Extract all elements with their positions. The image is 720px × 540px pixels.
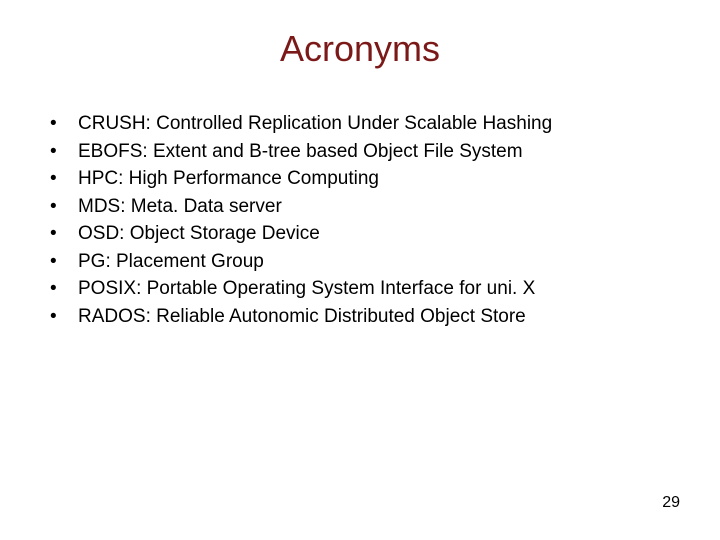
slide-title: Acronyms xyxy=(0,0,720,110)
list-item: CRUSH: Controlled Replication Under Scal… xyxy=(50,110,690,138)
list-item: MDS: Meta. Data server xyxy=(50,193,690,221)
list-item: PG: Placement Group xyxy=(50,248,690,276)
acronym-list: CRUSH: Controlled Replication Under Scal… xyxy=(0,110,720,330)
list-item: POSIX: Portable Operating System Interfa… xyxy=(50,275,690,303)
list-item: HPC: High Performance Computing xyxy=(50,165,690,193)
page-number: 29 xyxy=(662,494,680,512)
list-item: RADOS: Reliable Autonomic Distributed Ob… xyxy=(50,303,690,331)
list-item: OSD: Object Storage Device xyxy=(50,220,690,248)
list-item: EBOFS: Extent and B-tree based Object Fi… xyxy=(50,138,690,166)
